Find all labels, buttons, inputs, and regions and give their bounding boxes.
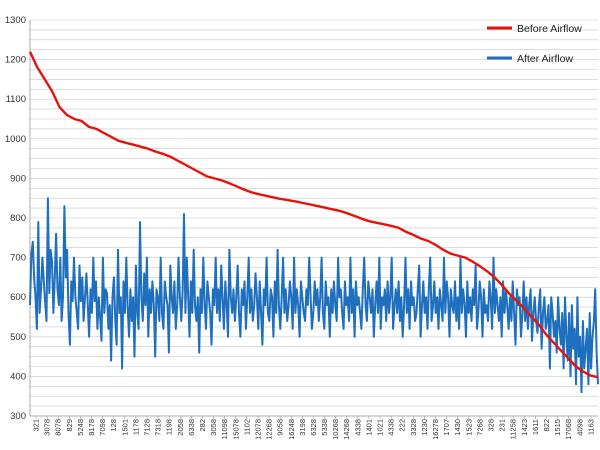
y-tick-label: 300 bbox=[10, 411, 26, 422]
y-tick-label: 1200 bbox=[5, 55, 26, 66]
x-tick-label: 5248 bbox=[76, 419, 85, 436]
x-tick-label: 822 bbox=[542, 419, 551, 432]
x-tick-label: 6328 bbox=[309, 419, 318, 436]
x-tick-label: 15078 bbox=[231, 419, 240, 440]
x-tick-label: 222 bbox=[398, 419, 407, 432]
y-tick-label: 400 bbox=[10, 371, 26, 382]
x-tick-label: 1021 bbox=[376, 419, 385, 436]
x-tick-label: 1430 bbox=[453, 419, 462, 436]
x-tick-label: 1401 bbox=[364, 419, 373, 436]
x-tick-label: 10268 bbox=[331, 419, 340, 440]
x-tick-label: 1515 bbox=[553, 419, 562, 436]
x-tick-label: 12268 bbox=[265, 419, 274, 440]
x-tick-label: 282 bbox=[198, 419, 207, 432]
x-tick-label: 3198 bbox=[298, 419, 307, 436]
y-tick-label: 800 bbox=[10, 213, 26, 224]
x-tick-label: 9058 bbox=[276, 419, 285, 436]
x-tick-label: 3328 bbox=[409, 419, 418, 436]
x-tick-label: 16248 bbox=[287, 419, 296, 440]
series-line-before-airflow bbox=[28, 51, 599, 379]
x-axis: 321 3078 8078 829 5248 8178 7098 128 1501 1178 712… bbox=[32, 416, 595, 440]
x-tick-label: 8178 bbox=[87, 419, 96, 436]
x-tick-label: 4098 bbox=[575, 419, 584, 436]
x-tick-label: 1423 bbox=[520, 419, 529, 436]
y-tick-label: 1000 bbox=[5, 134, 26, 145]
x-tick-label: 11098 bbox=[220, 419, 229, 439]
x-tick-label: 328 bbox=[487, 419, 496, 432]
x-tick-label: 7268 bbox=[475, 419, 484, 436]
grid-lines bbox=[29, 19, 598, 417]
x-tick-label: 4338 bbox=[353, 419, 362, 436]
x-tick-label: 6338 bbox=[187, 419, 196, 436]
x-tick-label: 1102 bbox=[242, 419, 251, 435]
legend-label-after: After Airflow bbox=[517, 53, 573, 65]
legend: Before Airflow After Airflow bbox=[487, 23, 582, 65]
x-tick-label: 17068 bbox=[564, 419, 573, 440]
x-tick-label: 1178 bbox=[131, 419, 140, 435]
x-tick-label: 7098 bbox=[98, 419, 107, 436]
y-axis: 300 400 500 600 700 800 900 1000 1100 1200 1300 bbox=[5, 15, 26, 422]
x-tick-label: 829 bbox=[65, 419, 74, 432]
x-tick-label: 2058 bbox=[176, 419, 185, 436]
x-tick-label: 8078 bbox=[54, 419, 63, 436]
x-tick-label: 1707 bbox=[442, 419, 451, 436]
y-tick-label: 700 bbox=[10, 253, 26, 264]
x-tick-label: 7128 bbox=[142, 419, 151, 436]
x-tick-label: 5338 bbox=[320, 419, 329, 436]
y-tick-label: 500 bbox=[10, 332, 26, 343]
x-tick-label: 1501 bbox=[120, 419, 129, 436]
x-tick-label: 16278 bbox=[431, 419, 440, 440]
x-tick-label: 11258 bbox=[509, 419, 518, 439]
x-tick-label: 321 bbox=[32, 419, 41, 432]
y-tick-label: 900 bbox=[10, 173, 26, 184]
x-tick-label: 1198 bbox=[165, 419, 174, 435]
x-tick-label: 4338 bbox=[387, 419, 396, 436]
x-tick-label: 1163 bbox=[586, 419, 595, 435]
y-tick-label: 1100 bbox=[6, 94, 26, 105]
x-tick-label: 1611 bbox=[531, 419, 540, 435]
x-tick-label: 128 bbox=[109, 419, 118, 432]
x-tick-label: 3058 bbox=[209, 419, 218, 436]
x-tick-label: 7318 bbox=[154, 419, 163, 436]
x-tick-label: 1230 bbox=[420, 419, 429, 436]
series-line-after-airflow bbox=[29, 197, 599, 394]
series-layer bbox=[28, 51, 599, 394]
legend-label-before: Before Airflow bbox=[517, 23, 582, 35]
x-tick-label: 3078 bbox=[43, 419, 52, 436]
y-tick-label: 600 bbox=[10, 292, 26, 303]
x-tick-label: 1523 bbox=[464, 419, 473, 436]
x-tick-label: 12078 bbox=[253, 419, 262, 440]
x-tick-label: 14268 bbox=[342, 419, 351, 440]
x-tick-label: 231 bbox=[498, 419, 507, 432]
y-tick-label: 1300 bbox=[5, 15, 26, 26]
